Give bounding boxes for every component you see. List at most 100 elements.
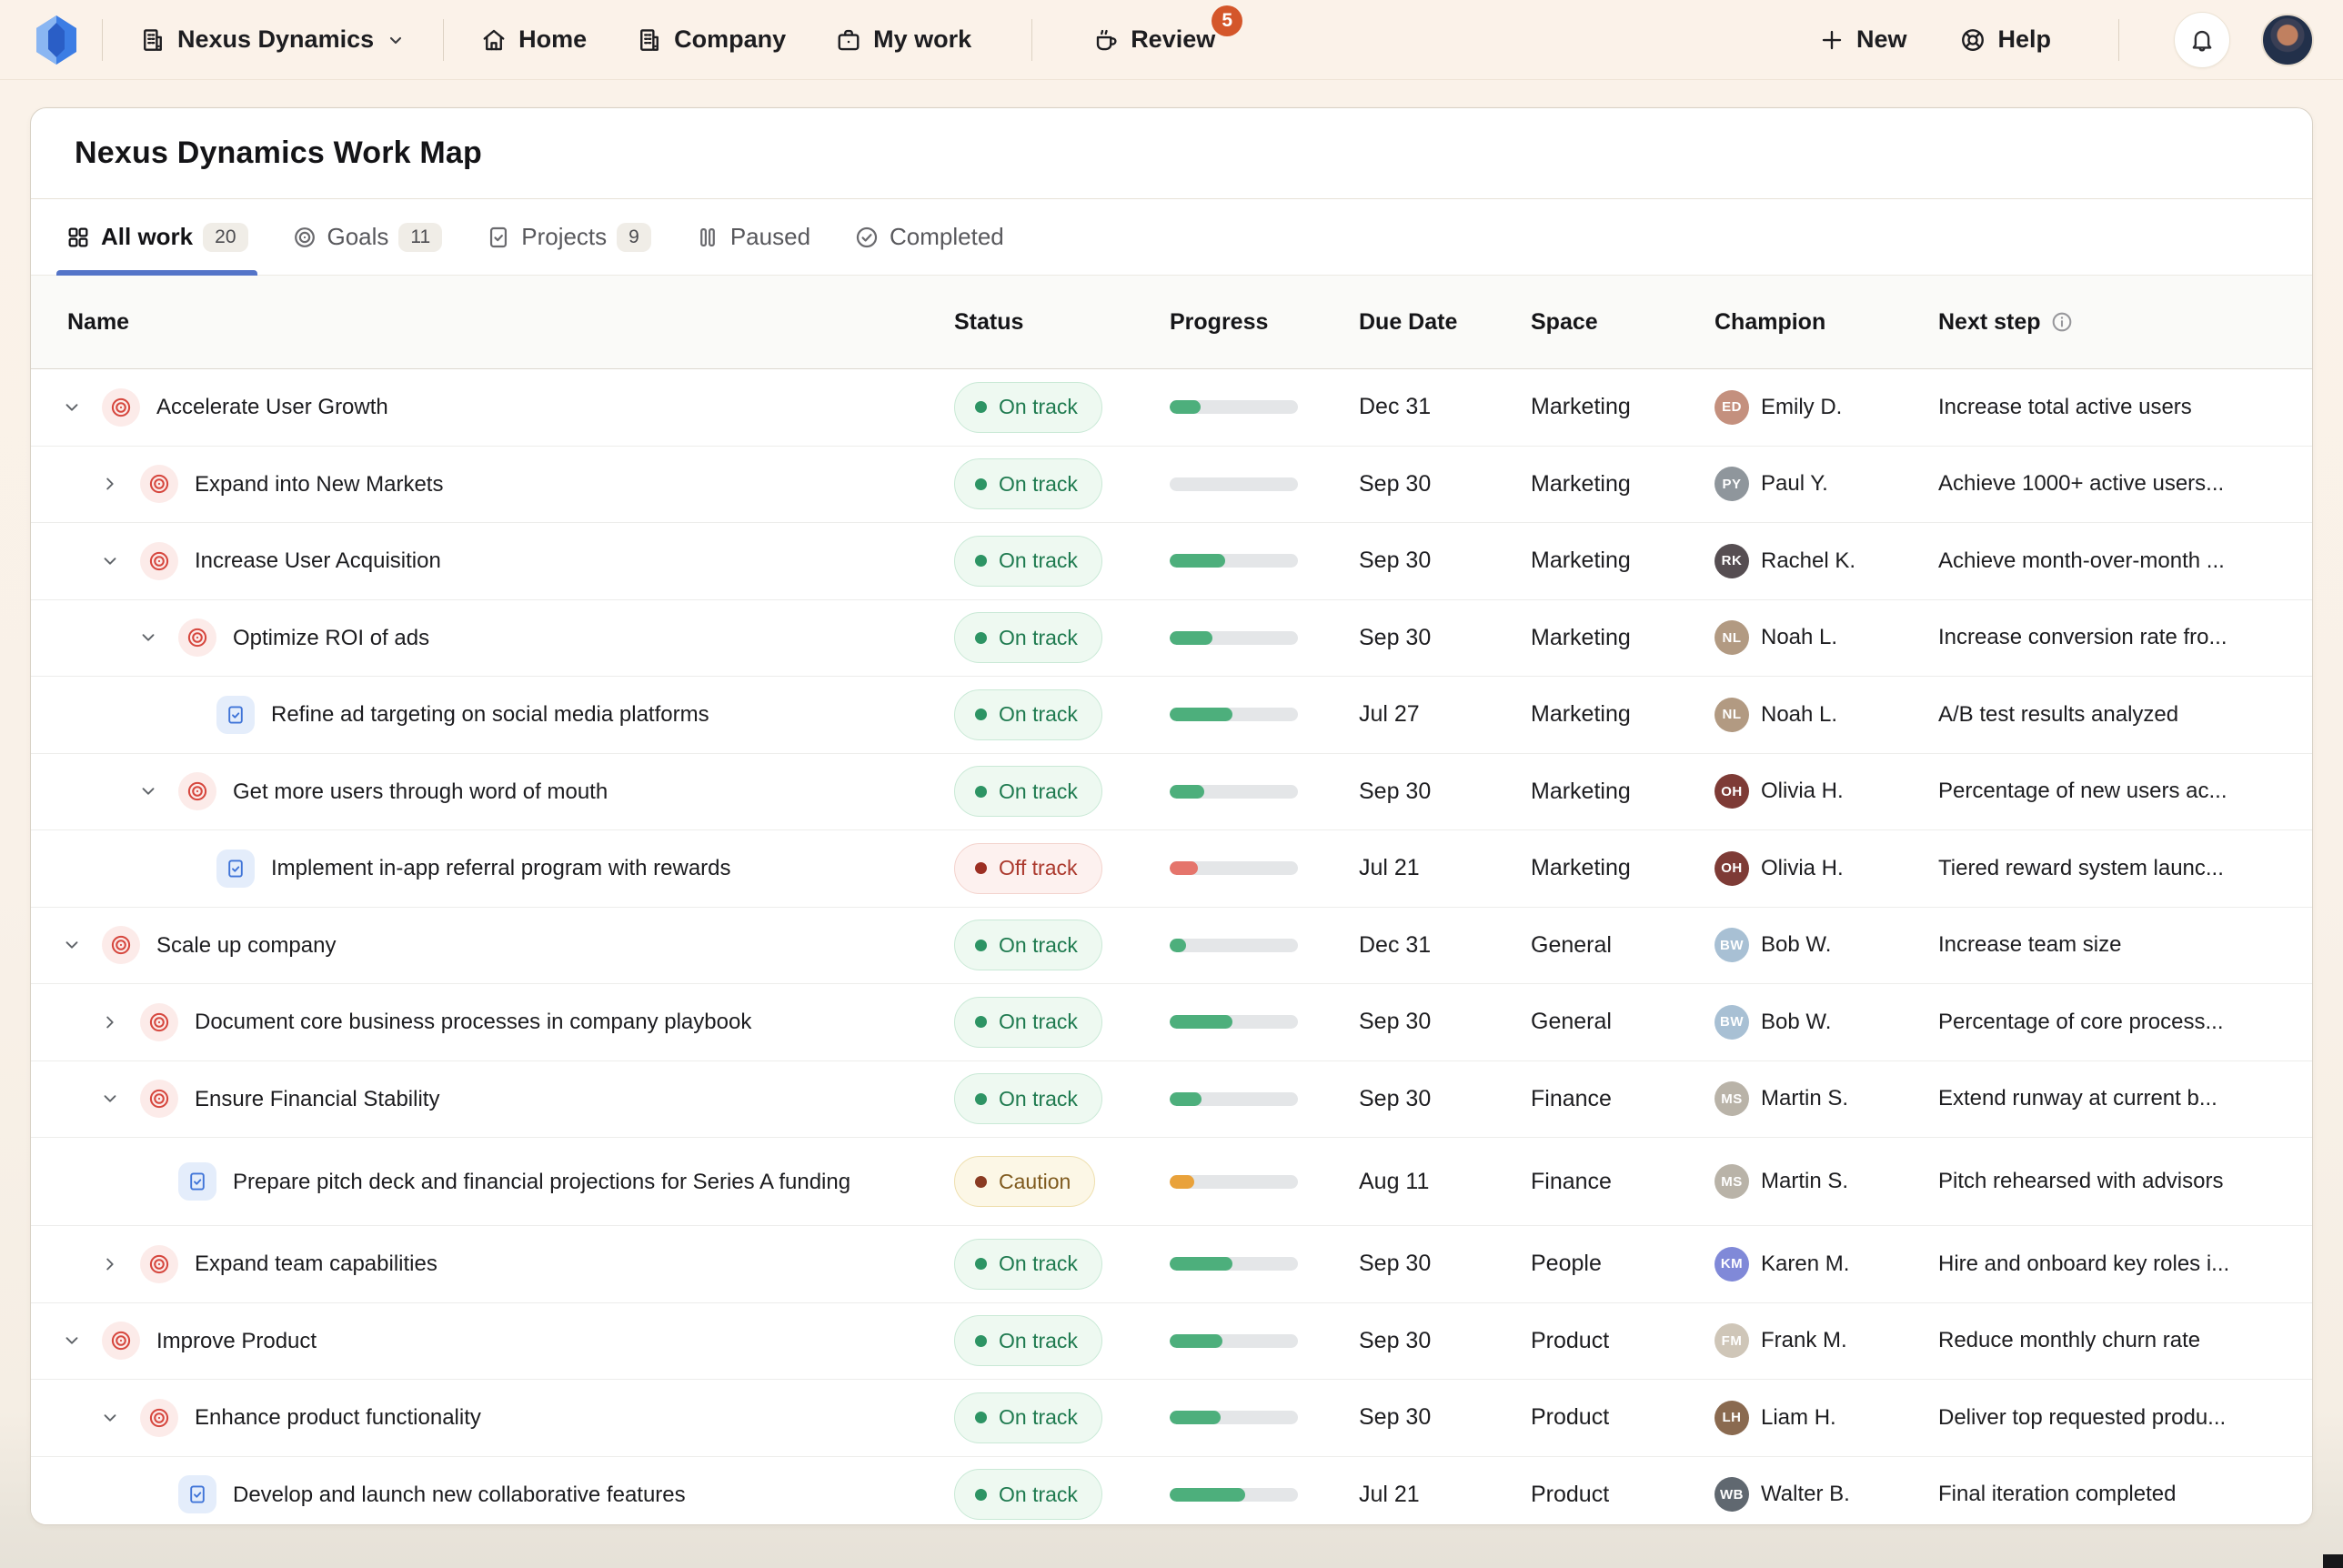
status-cell: On track xyxy=(954,1226,1102,1302)
status-dot-icon xyxy=(975,1489,987,1501)
item-name[interactable]: Expand team capabilities xyxy=(195,1250,437,1278)
item-name[interactable]: Get more users through word of mouth xyxy=(233,778,608,806)
tab-paused[interactable]: Paused xyxy=(691,199,814,275)
status-badge[interactable]: Off track xyxy=(954,843,1102,894)
collapse-chevron-down-icon[interactable] xyxy=(90,1407,130,1429)
column-header-label: Status xyxy=(954,309,1023,336)
column-header-progress: Progress xyxy=(1170,276,1268,368)
item-name[interactable]: Expand into New Markets xyxy=(195,470,443,498)
table-row[interactable]: Ensure Financial StabilityOn trackSep 30… xyxy=(31,1061,2312,1139)
status-badge[interactable]: On track xyxy=(954,689,1102,740)
tab-goals[interactable]: Goals11 xyxy=(288,199,447,275)
status-badge[interactable]: On track xyxy=(954,382,1102,433)
help-button[interactable]: Help xyxy=(1946,16,2064,63)
status-dot-icon xyxy=(975,632,987,644)
status-badge[interactable]: On track xyxy=(954,612,1102,663)
status-badge[interactable]: On track xyxy=(954,1239,1102,1290)
table-row[interactable]: Get more users through word of mouth On t… xyxy=(31,754,2312,831)
tab-completed[interactable]: Completed xyxy=(850,199,1008,275)
nav-item-company[interactable]: Company xyxy=(623,16,799,63)
item-name[interactable]: Prepare pitch deck and financial project… xyxy=(233,1168,850,1196)
status-badge[interactable]: On track xyxy=(954,1073,1102,1124)
table-row[interactable]: Expand team capabilitiesOn trackSep 30Pe… xyxy=(31,1226,2312,1303)
progress-bar-fill xyxy=(1170,1257,1232,1271)
status-badge[interactable]: On track xyxy=(954,1469,1102,1520)
table-row[interactable]: Expand into New MarketsOn trackSep 30Mar… xyxy=(31,447,2312,524)
tab-projects[interactable]: Projects9 xyxy=(482,199,655,275)
progress-bar xyxy=(1170,1257,1298,1271)
item-name[interactable]: Refine ad targeting on social media plat… xyxy=(271,700,709,729)
status-badge[interactable]: Caution xyxy=(954,1156,1095,1207)
tab-all-work[interactable]: All work20 xyxy=(62,199,252,275)
goal-target-icon xyxy=(140,1080,178,1118)
collapse-chevron-down-icon[interactable] xyxy=(90,1088,130,1110)
expand-chevron-right-icon[interactable] xyxy=(90,1011,130,1033)
nav-item-my-work[interactable]: My work xyxy=(822,16,984,63)
table-row[interactable]: Increase User AcquisitionOn trackSep 30M… xyxy=(31,523,2312,600)
table-row[interactable]: Enhance product functionalityOn trackSep… xyxy=(31,1380,2312,1457)
collapse-chevron-down-icon[interactable] xyxy=(52,934,92,956)
status-cell: On track xyxy=(954,984,1102,1060)
notifications-button[interactable] xyxy=(2174,12,2230,68)
progress-bar xyxy=(1170,1334,1298,1348)
status-badge[interactable]: On track xyxy=(954,766,1102,817)
table-row[interactable]: Implement in-app referral program with r… xyxy=(31,830,2312,908)
table-row[interactable]: Prepare pitch deck and financial project… xyxy=(31,1138,2312,1226)
item-name[interactable]: Scale up company xyxy=(156,931,336,960)
table-row[interactable]: Accelerate User GrowthOn trackDec 31Mark… xyxy=(31,369,2312,447)
collapse-chevron-down-icon[interactable] xyxy=(52,1330,92,1352)
app-logo-icon[interactable] xyxy=(35,14,78,66)
champion-avatar: FM xyxy=(1715,1323,1749,1358)
nav-item-review[interactable]: Review5 xyxy=(1080,16,1228,63)
item-name[interactable]: Optimize ROI of ads xyxy=(233,624,429,652)
item-name[interactable]: Document core business processes in comp… xyxy=(195,1008,751,1036)
due-date-cell: Dec 31 xyxy=(1359,369,1431,446)
status-label: On track xyxy=(999,472,1078,497)
status-badge[interactable]: On track xyxy=(954,458,1102,509)
table-row[interactable]: Improve ProductOn trackSep 30ProductFMFr… xyxy=(31,1303,2312,1381)
table-row[interactable]: Refine ad targeting on social media plat… xyxy=(31,677,2312,754)
status-cell: On track xyxy=(954,523,1102,599)
progress-cell xyxy=(1170,754,1298,830)
status-badge[interactable]: On track xyxy=(954,1315,1102,1366)
item-name[interactable]: Accelerate User Growth xyxy=(156,393,388,421)
status-badge[interactable]: On track xyxy=(954,997,1102,1048)
item-name[interactable]: Enhance product functionality xyxy=(195,1403,481,1432)
champion-cell: OHOlivia H. xyxy=(1715,754,1844,830)
champion-name: Paul Y. xyxy=(1761,471,1828,497)
collapse-chevron-down-icon[interactable] xyxy=(128,780,168,802)
expand-chevron-right-icon[interactable] xyxy=(90,1253,130,1275)
progress-bar-fill xyxy=(1170,1488,1245,1502)
expand-chevron-right-icon[interactable] xyxy=(90,473,130,495)
item-name[interactable]: Increase User Acquisition xyxy=(195,547,441,575)
champion-cell: EDEmily D. xyxy=(1715,369,1842,446)
next-step-cell: Tiered reward system launc... xyxy=(1938,830,2290,907)
item-name[interactable]: Develop and launch new collaborative fea… xyxy=(233,1481,686,1509)
status-badge[interactable]: On track xyxy=(954,920,1102,970)
table-row[interactable]: Scale up companyOn trackDec 31GeneralBWB… xyxy=(31,908,2312,985)
next-step-cell: Achieve month-over-month ... xyxy=(1938,523,2290,599)
table-row[interactable]: Optimize ROI of adsOn trackSep 30Marketi… xyxy=(31,600,2312,678)
status-badge[interactable]: On track xyxy=(954,536,1102,587)
user-avatar[interactable] xyxy=(2261,14,2314,66)
next-step-cell: A/B test results analyzed xyxy=(1938,677,2290,753)
item-name[interactable]: Ensure Financial Stability xyxy=(195,1085,439,1113)
new-button[interactable]: New xyxy=(1805,16,1920,63)
nav-item-home[interactable]: Home xyxy=(468,16,599,63)
champion-cell: MSMartin S. xyxy=(1715,1138,1848,1225)
item-name[interactable]: Implement in-app referral program with r… xyxy=(271,854,731,882)
status-dot-icon xyxy=(975,709,987,720)
next-step-cell: Final iteration completed xyxy=(1938,1457,2290,1526)
collapse-chevron-down-icon[interactable] xyxy=(128,627,168,648)
status-badge[interactable]: On track xyxy=(954,1392,1102,1443)
table-row[interactable]: Develop and launch new collaborative fea… xyxy=(31,1457,2312,1526)
status-cell: On track xyxy=(954,1061,1102,1138)
progress-bar xyxy=(1170,708,1298,721)
item-name[interactable]: Improve Product xyxy=(156,1327,317,1355)
champion-name: Liam H. xyxy=(1761,1405,1836,1431)
champion-name: Noah L. xyxy=(1761,702,1837,728)
workspace-switcher[interactable]: Nexus Dynamics xyxy=(126,16,419,63)
collapse-chevron-down-icon[interactable] xyxy=(90,550,130,572)
table-row[interactable]: Document core business processes in comp… xyxy=(31,984,2312,1061)
collapse-chevron-down-icon[interactable] xyxy=(52,397,92,418)
